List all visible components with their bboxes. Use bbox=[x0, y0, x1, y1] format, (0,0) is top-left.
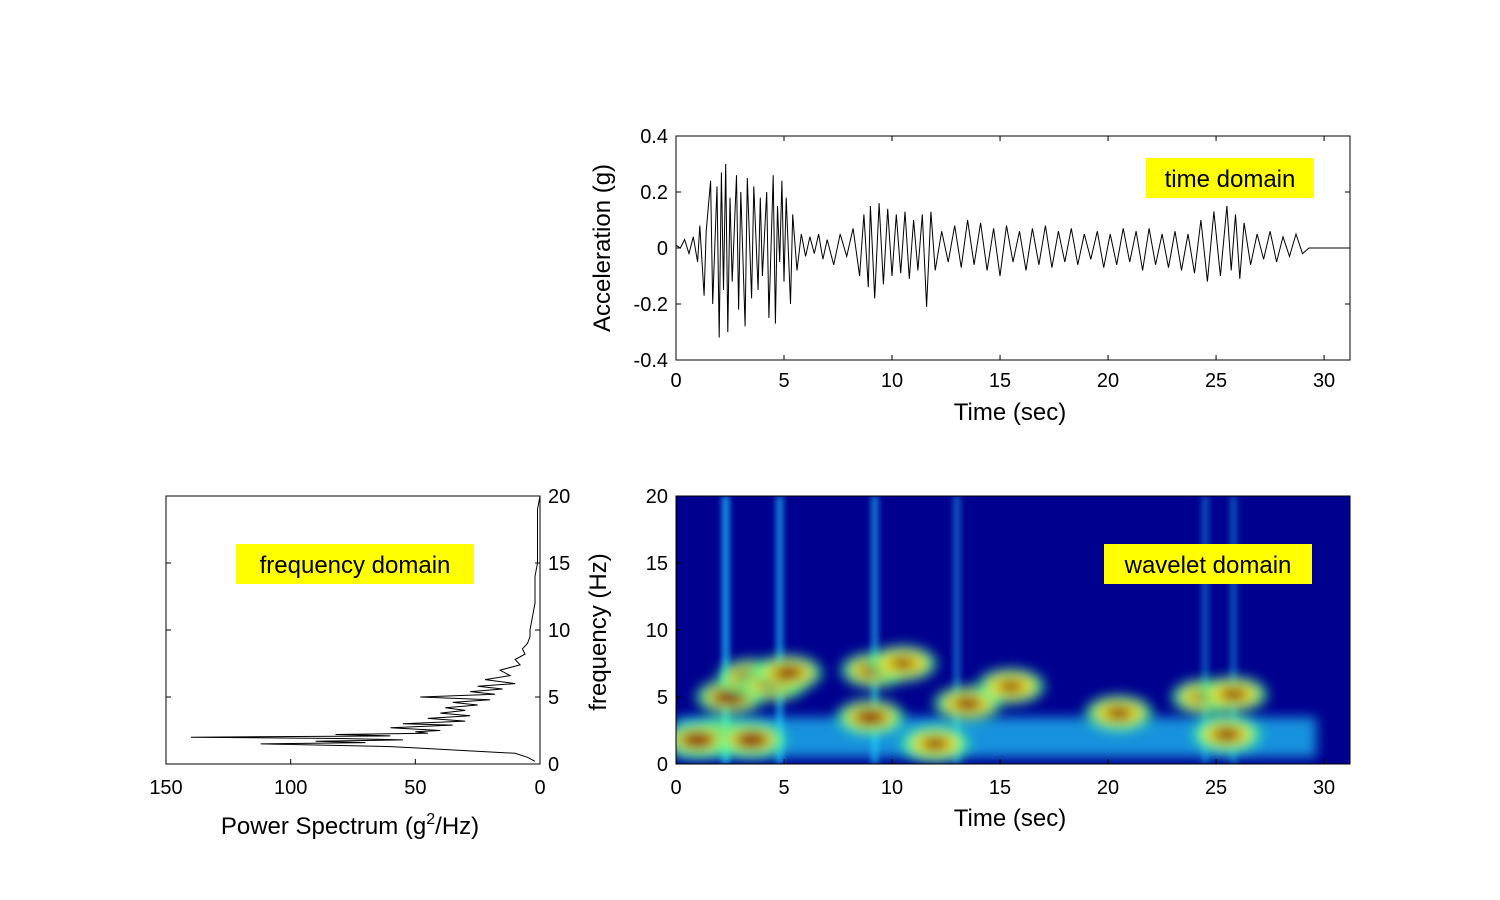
y-tick-label: 20 bbox=[646, 486, 668, 508]
frequency-domain-frame bbox=[165, 495, 541, 765]
y-tick-label: 5 bbox=[548, 687, 559, 709]
wavelet-ridge bbox=[1201, 496, 1210, 764]
wavelet-domain-annotation-box bbox=[1104, 544, 1312, 584]
x-tick-label: 15 bbox=[989, 777, 1011, 799]
x-tick-label: 0 bbox=[670, 777, 681, 799]
wavelet-peak bbox=[734, 731, 769, 749]
wavelet-ridge bbox=[952, 496, 961, 764]
wavelet-peak bbox=[1219, 687, 1247, 702]
time-domain-annotation: time domain bbox=[1165, 166, 1296, 193]
frequency-domain-xlabel: Power Spectrum (g2/Hz) bbox=[221, 811, 479, 840]
x-tick-label: 0 bbox=[670, 370, 681, 392]
x-tick-label: 25 bbox=[1205, 370, 1227, 392]
power-spectrum-line bbox=[190, 495, 541, 762]
wavelet-ridge bbox=[775, 496, 784, 764]
wavelet-peak bbox=[890, 657, 916, 670]
x-tick-label: 150 bbox=[149, 777, 182, 799]
x-tick-label: 0 bbox=[534, 777, 545, 799]
x-tick-label: 20 bbox=[1097, 370, 1119, 392]
wavelet-ridge bbox=[721, 496, 730, 764]
x-tick-label: 10 bbox=[881, 777, 903, 799]
y-tick-label: 15 bbox=[646, 553, 668, 575]
wavelet-domain-ylabel: frequency (Hz) bbox=[585, 553, 612, 710]
wavelet-peak bbox=[953, 696, 983, 711]
x-tick-label: 30 bbox=[1313, 370, 1335, 392]
x-tick-label: 15 bbox=[989, 370, 1011, 392]
wavelet-domain-annotation: wavelet domain bbox=[1124, 552, 1292, 579]
wavelet-ridges bbox=[721, 496, 1238, 764]
y-tick-label: 15 bbox=[548, 553, 570, 575]
x-tick-label: 10 bbox=[881, 370, 903, 392]
wavelet-peak bbox=[921, 737, 949, 751]
x-tick-label: 5 bbox=[778, 777, 789, 799]
time-domain-xlabel: Time (sec) bbox=[954, 399, 1066, 426]
wavelet-ridge bbox=[1229, 496, 1238, 764]
x-tick-label: 25 bbox=[1205, 777, 1227, 799]
wavelet-peak bbox=[1212, 727, 1242, 742]
y-tick-label: 10 bbox=[548, 620, 570, 642]
y-tick-label: -0.2 bbox=[634, 294, 668, 316]
x-tick-label: 5 bbox=[778, 370, 789, 392]
y-tick-label: -0.4 bbox=[634, 350, 668, 372]
wavelet-domain-xlabel: Time (sec) bbox=[954, 805, 1066, 832]
time-domain-ticks: 0 5 10 15 20 25 30 -0.4 -0.2 0 0.2 0.4 bbox=[634, 126, 1350, 392]
x-tick-label: 100 bbox=[274, 777, 307, 799]
wavelet-peak bbox=[680, 731, 715, 749]
time-domain-signal bbox=[675, 163, 1350, 338]
time-domain-ylabel: Acceleration (g) bbox=[589, 164, 616, 332]
wavelet-peak bbox=[854, 709, 887, 726]
frequency-domain-ticks: 150 100 50 00 5 10 15 20 bbox=[149, 486, 570, 799]
wavelet-scalogram bbox=[676, 496, 1350, 764]
y-tick-label: 0.4 bbox=[640, 126, 668, 148]
wavelet-ridge bbox=[870, 496, 879, 764]
x-tick-label: 30 bbox=[1313, 777, 1335, 799]
time-domain-series-line bbox=[675, 163, 1350, 338]
power-spectrum-signal bbox=[190, 495, 541, 762]
frequency-domain-axes: 150 100 50 00 5 10 15 20 Power Spectrum (g2/Hz)… bbox=[149, 486, 570, 840]
y-tick-label: 10 bbox=[646, 620, 668, 642]
wavelet-domain-ticks: 0 5 10 15 20 25 30 0 5 10 15 20 bbox=[646, 486, 1335, 799]
frequency-domain-annotation-box bbox=[236, 544, 474, 584]
wavelet-peak bbox=[998, 679, 1024, 693]
y-tick-label: 0 bbox=[548, 754, 559, 776]
x-tick-label: 20 bbox=[1097, 777, 1119, 799]
y-tick-label: 0 bbox=[657, 238, 668, 260]
y-tick-label: 0.2 bbox=[640, 182, 668, 204]
time-domain-annotation-box bbox=[1146, 158, 1314, 198]
wavelet-peak bbox=[773, 665, 804, 681]
wavelet-domain-axes: 0 5 10 15 20 25 30 0 5 10 15 20 Time (sec) frequenc… bbox=[585, 486, 1351, 832]
time-domain-axes: 0 5 10 15 20 25 30 -0.4 -0.2 0 0.2 0.4 Time (sec) A… bbox=[589, 126, 1351, 426]
y-tick-label: 20 bbox=[548, 486, 570, 508]
wavelet-peak bbox=[1105, 706, 1133, 720]
y-tick-label: 5 bbox=[657, 687, 668, 709]
x-tick-label: 50 bbox=[404, 777, 426, 799]
y-tick-label: 0 bbox=[657, 754, 668, 776]
wavelet-hotspots bbox=[676, 645, 1268, 762]
frequency-domain-annotation: frequency domain bbox=[260, 552, 451, 579]
